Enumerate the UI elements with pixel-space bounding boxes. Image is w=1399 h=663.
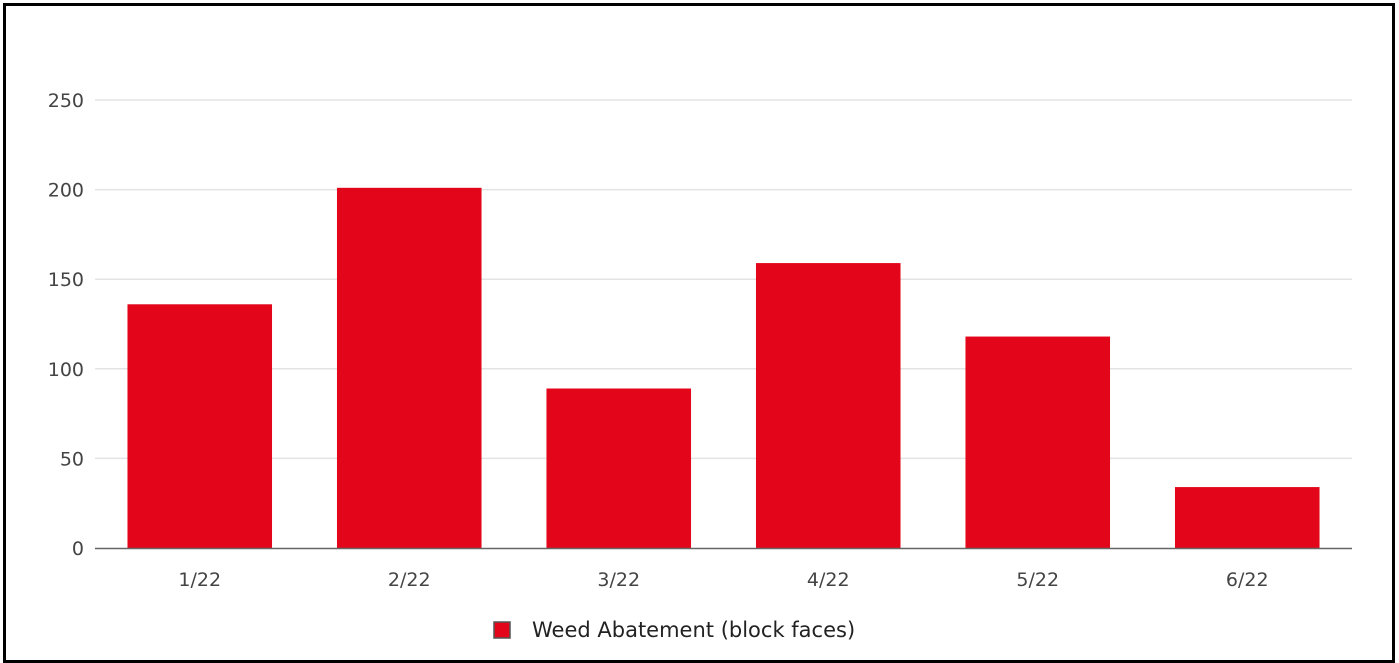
x-tick-label: 2/22 xyxy=(388,569,431,591)
x-tick-label: 1/22 xyxy=(178,569,221,591)
bars xyxy=(127,187,1320,549)
x-tick-label: 3/22 xyxy=(597,569,640,591)
y-tick-labels: 0 50 100 150 200 250 xyxy=(48,90,84,560)
y-tick-label: 200 xyxy=(48,180,84,202)
bar-2-22[interactable] xyxy=(336,187,482,549)
x-tick-label: 4/22 xyxy=(807,569,850,591)
gridlines xyxy=(95,99,1352,460)
bar-4-22[interactable] xyxy=(755,263,901,548)
bar-3-22[interactable] xyxy=(546,388,692,548)
x-tick-label: 5/22 xyxy=(1016,569,1059,591)
legend: Weed Abatement (block faces) xyxy=(493,618,855,642)
x-tick-label: 6/22 xyxy=(1226,569,1269,591)
y-tick-label: 250 xyxy=(48,90,84,112)
y-tick-label: 0 xyxy=(72,538,84,560)
bar-6-22[interactable] xyxy=(1174,487,1320,548)
x-tick-labels: 1/22 2/22 3/22 4/22 5/22 6/22 xyxy=(178,569,1268,591)
bar-1-22[interactable] xyxy=(127,304,273,548)
legend-label: Weed Abatement (block faces) xyxy=(532,618,855,642)
y-tick-label: 150 xyxy=(48,269,84,291)
y-tick-label: 100 xyxy=(48,359,84,381)
y-tick-label: 50 xyxy=(60,448,84,470)
legend-swatch xyxy=(493,621,511,639)
bar-5-22[interactable] xyxy=(965,336,1111,548)
